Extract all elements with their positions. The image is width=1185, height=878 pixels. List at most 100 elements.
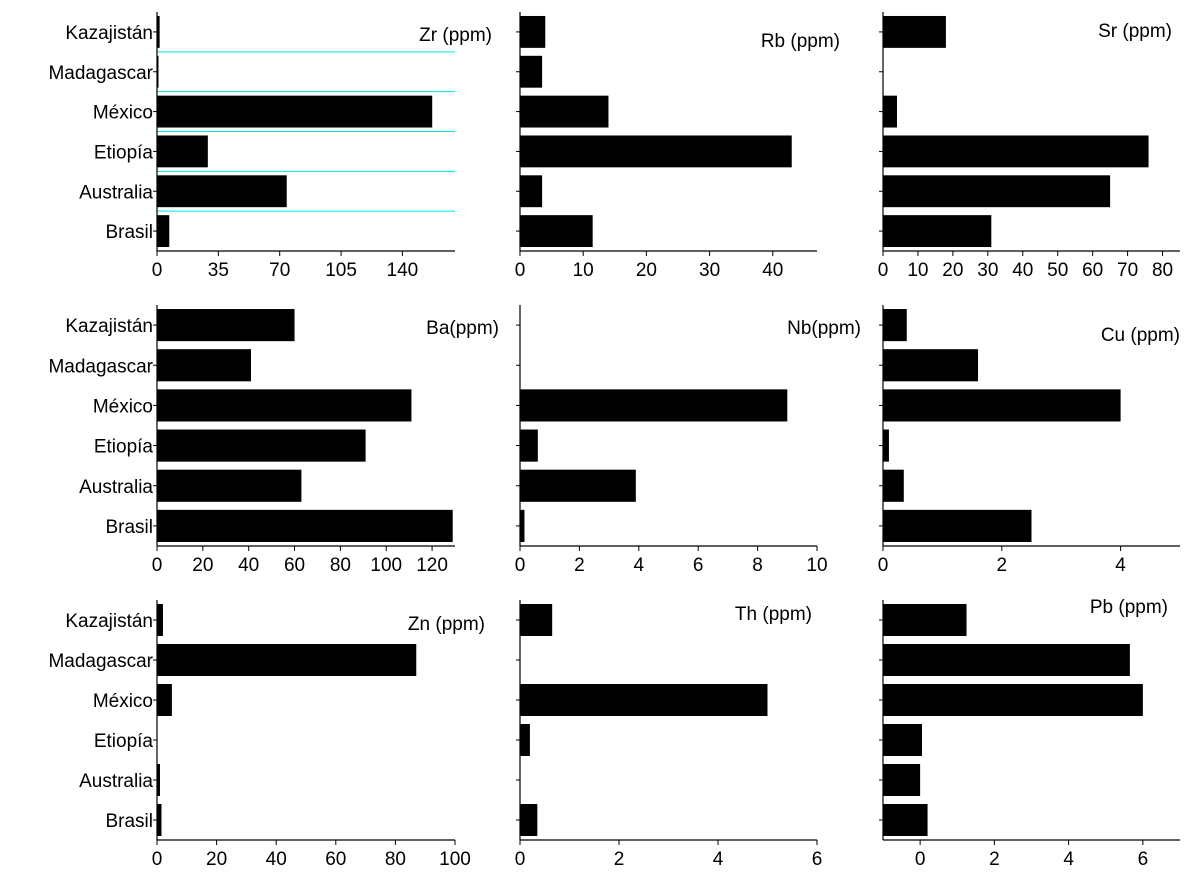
bar-australia	[157, 469, 302, 502]
category-label-australia: Australia	[79, 771, 153, 792]
bar-madagascar	[157, 644, 417, 676]
bar-kazajistan	[883, 309, 907, 342]
bar-mexico	[157, 95, 433, 128]
x-tick-label: 80	[330, 555, 351, 576]
x-tick-label: 100	[370, 555, 402, 576]
x-tick-label: 0	[515, 849, 526, 870]
bar-kazajistan	[520, 604, 553, 636]
x-tick-label: 105	[325, 260, 357, 281]
category-label-mexico: México	[93, 103, 153, 124]
bar-etiopia	[520, 724, 530, 756]
category-label-brasil: Brasil	[105, 811, 153, 832]
bar-etiopia	[157, 135, 208, 168]
x-tick-label: 30	[977, 260, 998, 281]
x-tick-label: 2	[574, 555, 585, 576]
x-tick-label: 4	[713, 849, 724, 870]
bar-madagascar	[883, 644, 1130, 676]
x-tick-label: 6	[812, 849, 823, 870]
category-label-madagascar: Madagascar	[48, 356, 153, 377]
bar-madagascar	[157, 55, 159, 88]
x-tick-label: 0	[152, 260, 163, 281]
category-label-kazajistan: Kazajistán	[65, 316, 153, 337]
x-tick-label: 4	[634, 555, 645, 576]
x-tick-label: 20	[942, 260, 963, 281]
x-tick-label: 140	[387, 260, 419, 281]
panel-title: Ba(ppm)	[426, 318, 499, 339]
bar-etiopia	[883, 429, 889, 462]
bar-brasil	[157, 509, 453, 542]
bar-etiopia	[157, 429, 366, 462]
bar-mexico	[520, 389, 788, 422]
x-tick-label: 40	[1012, 260, 1033, 281]
x-tick-label: 70	[269, 260, 290, 281]
x-tick-label: 0	[152, 555, 163, 576]
category-label-kazajistan: Kazajistán	[65, 611, 153, 632]
panel-cu-ppm: 0 2 4 Cu (ppm)	[878, 305, 1180, 576]
panel-th-ppm: 0 2 4 6 Th (ppm)	[515, 600, 823, 870]
bar-australia	[883, 469, 904, 502]
bar-australia	[157, 175, 287, 208]
panel-zn-ppm: 0 20 40 60 80 100 Kazajistán Madagascar México Et…	[48, 600, 485, 870]
x-tick-label: 60	[1082, 260, 1103, 281]
bar-kazajistan	[520, 15, 546, 48]
category-label-brasil: Brasil	[105, 517, 153, 538]
category-label-madagascar: Madagascar	[48, 63, 153, 84]
x-tick-label: 0	[515, 260, 526, 281]
x-tick-label: 120	[416, 555, 448, 576]
bar-madagascar	[157, 349, 251, 382]
x-tick-label: 50	[1047, 260, 1068, 281]
panel-zr-ppm: 0 35 70 105 140 Kazajistán Madagascar México Eti…	[48, 12, 492, 281]
x-tick-label: 10	[806, 555, 827, 576]
category-label-brasil: Brasil	[105, 222, 153, 243]
bar-kazajistan	[157, 309, 295, 342]
bar-brasil	[520, 215, 593, 248]
panel-pb-ppm: 0 2 4 6 Pb (ppm)	[879, 597, 1180, 870]
x-tick-label: 2	[997, 555, 1008, 576]
bar-madagascar	[883, 349, 979, 382]
bar-mexico	[883, 389, 1121, 422]
bar-brasil	[883, 509, 1032, 542]
bar-brasil	[157, 215, 170, 248]
x-tick-label: 4	[1115, 555, 1126, 576]
bar-kazajistan	[883, 15, 946, 48]
panel-title: Cu (ppm)	[1101, 325, 1180, 346]
bar-australia	[883, 175, 1111, 208]
x-tick-label: 80	[1152, 260, 1173, 281]
bar-mexico	[883, 95, 897, 128]
bar-australia	[883, 764, 921, 796]
category-label-etiopia: Etiopía	[94, 142, 154, 163]
x-tick-label: 2	[614, 849, 625, 870]
panel-title: Rb (ppm)	[761, 31, 840, 52]
x-tick-label: 80	[385, 849, 406, 870]
category-label-kazajistan: Kazajistán	[65, 23, 153, 44]
bar-brasil	[883, 215, 992, 248]
bar-brasil	[520, 804, 538, 836]
x-tick-label: 4	[1063, 849, 1074, 870]
bar-kazajistan	[157, 15, 160, 48]
x-tick-label: 2	[989, 849, 1000, 870]
x-tick-label: 0	[878, 555, 889, 576]
bar-australia	[520, 175, 543, 208]
panel-title: Zn (ppm)	[408, 614, 485, 635]
bar-etiopia	[883, 724, 922, 756]
x-tick-label: 8	[752, 555, 763, 576]
bar-etiopia	[520, 135, 792, 168]
category-label-mexico: México	[93, 691, 153, 712]
bar-brasil	[157, 804, 162, 836]
bar-mexico	[520, 95, 609, 128]
x-tick-label: 0	[878, 260, 889, 281]
category-label-etiopia: Etiopía	[94, 437, 154, 458]
bar-australia	[157, 764, 160, 796]
panel-title: Nb(ppm)	[787, 318, 861, 339]
bar-mexico	[157, 389, 412, 422]
bar-etiopia	[520, 429, 538, 462]
x-tick-label: 0	[915, 849, 926, 870]
bar-kazajistan	[883, 604, 967, 636]
x-tick-label: 20	[636, 260, 657, 281]
x-tick-label: 0	[515, 555, 526, 576]
bar-mexico	[157, 684, 172, 716]
panel-ba-ppm: 0 20 40 60 80 100 120 Kazajistán Madagascar Méxic…	[48, 305, 499, 576]
x-tick-label: 6	[693, 555, 704, 576]
